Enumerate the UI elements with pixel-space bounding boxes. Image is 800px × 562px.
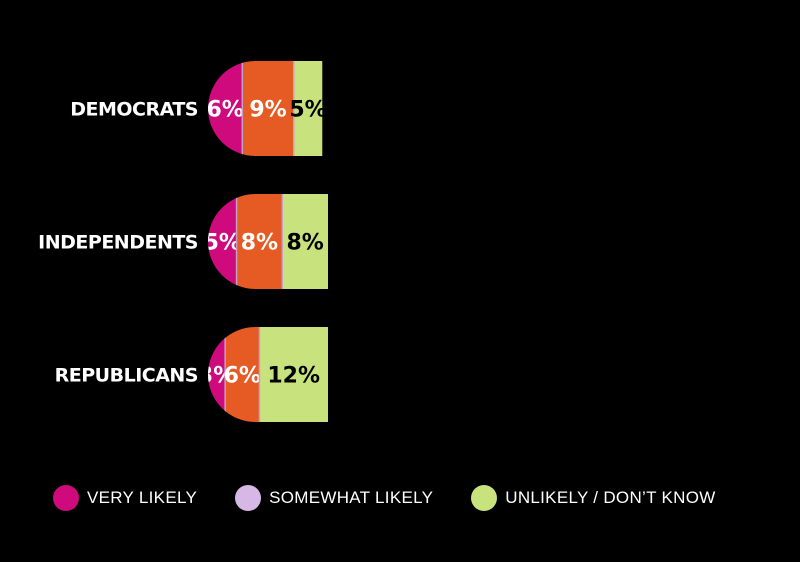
bar-segment-independents-s1 [236, 194, 283, 289]
bar-group-independents: 5% 8% 8% [204, 194, 328, 289]
chart-legend: VERY LIKELY SOMEWHAT LIKELY UNLIKELY / D… [53, 483, 754, 513]
value-label-independents-s2: 8% [286, 231, 323, 256]
bar-segment-republicans-s1 [225, 327, 260, 422]
legend-label-very-likely: VERY LIKELY [87, 488, 198, 507]
legend-label-unlikely: UNLIKELY / DON’T KNOW [505, 488, 716, 507]
category-label-independents: INDEPENDENTS [38, 232, 198, 254]
legend-swatch-unlikely [471, 485, 498, 511]
legend-item-very-likely: VERY LIKELY [53, 485, 197, 511]
legend-label-somewhat-likely: SOMEWHAT LIKELY [269, 488, 434, 507]
legend-item-somewhat-likely: SOMEWHAT LIKELY [235, 485, 433, 511]
bar-group-democrats: 6% 9% 5% [206, 61, 327, 156]
legend-swatch-very-likely [53, 485, 79, 511]
category-label-republicans: REPUBLICANS [55, 365, 198, 387]
value-label-independents-s0: 5% [204, 231, 241, 256]
bar-segment-democrats-s2 [293, 61, 323, 156]
value-label-republicans-s1: 6% [224, 364, 261, 389]
bar-segment-republicans-s2 [259, 327, 328, 422]
value-label-democrats-s0: 6% [206, 98, 243, 123]
value-label-democrats-s2: 5% [289, 98, 326, 123]
value-label-republicans-s2: 12% [267, 364, 320, 389]
bar-segment-independents-s2 [282, 194, 328, 289]
legend-swatch-somewhat-likely [235, 485, 262, 511]
bar-segment-democrats-s1 [242, 61, 294, 156]
bar-group-republicans: 3%6% 12% [208, 327, 328, 422]
value-label-independents-s1: 8% [241, 231, 278, 256]
legend-item-unlikely: UNLIKELY / DON’T KNOW [471, 485, 715, 511]
category-label-democrats: DEMOCRATS [70, 99, 198, 121]
value-label-democrats-s1: 9% [249, 98, 286, 123]
